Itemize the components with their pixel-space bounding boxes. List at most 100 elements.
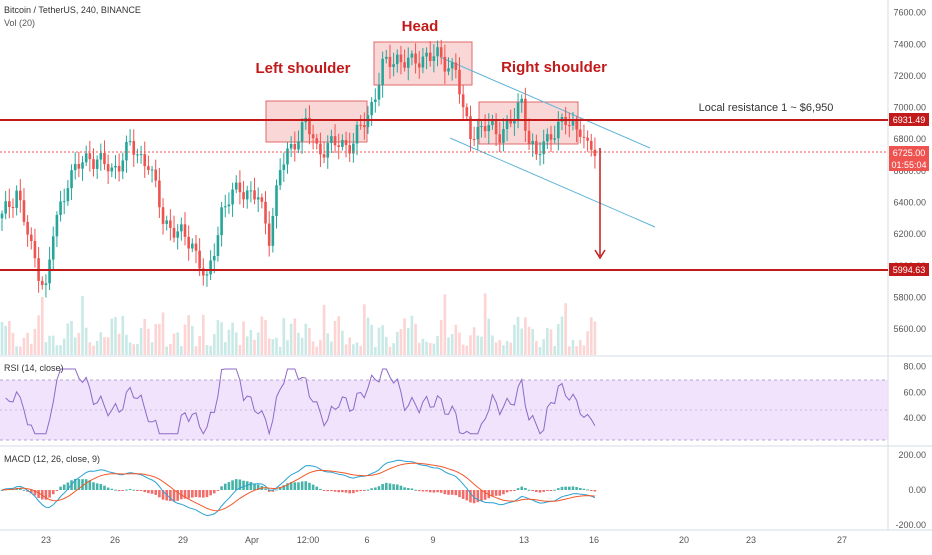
candle <box>527 118 531 151</box>
volume-bar <box>176 332 179 355</box>
candle <box>220 201 223 247</box>
macd-hist-bar <box>498 490 502 496</box>
macd-hist-bar <box>494 490 498 496</box>
volume-bar <box>469 335 472 355</box>
volume-bar <box>392 343 395 355</box>
candle <box>308 105 311 145</box>
volume-bar <box>487 318 491 355</box>
volume-bar <box>319 339 322 355</box>
time-axis[interactable]: 23 26 29 Apr 12:00 6 9 13 16 20 23 27 <box>41 535 847 545</box>
volume-bar <box>553 346 556 355</box>
macd-hist-bar <box>454 490 458 496</box>
candle <box>106 154 110 185</box>
macd-pane[interactable]: MACD (12, 26, close, 9) 200.00 0.00 -200.0… <box>0 450 926 530</box>
macd-hist-bar <box>557 488 560 490</box>
candle <box>311 124 315 150</box>
macd-tick-label: -200.00 <box>895 520 926 530</box>
candle <box>578 118 582 144</box>
macd-hist-bar <box>582 488 586 490</box>
volume-bar <box>202 314 205 355</box>
volume-bar <box>516 316 520 355</box>
rsi-line <box>5 368 596 436</box>
volume-bar <box>245 336 249 355</box>
macd-hist-bar <box>289 482 293 490</box>
macd-hist-bar <box>275 489 278 491</box>
volume-bar <box>15 346 18 355</box>
candle <box>103 140 106 170</box>
macd-hist-bar <box>436 490 439 493</box>
macd-hist-bar <box>99 484 103 490</box>
volume-bar <box>359 345 362 355</box>
macd-hist-bar <box>392 484 395 490</box>
candle <box>19 179 22 213</box>
candle <box>461 84 465 119</box>
macd-hist-bar <box>147 490 150 494</box>
candle <box>549 125 553 153</box>
resistance-price-tag: 6931.49 <box>889 113 929 126</box>
macd-hist-bar <box>216 490 220 491</box>
candlesticks <box>0 39 597 298</box>
macd-hist-bar <box>114 489 117 491</box>
volume-bar <box>234 332 238 355</box>
macd-hist-bar <box>571 486 575 490</box>
channel-upper-line <box>439 56 651 149</box>
volume-bar <box>4 325 7 355</box>
candle <box>66 179 70 206</box>
macd-hist-bar <box>194 490 198 498</box>
volume-bar <box>286 340 289 355</box>
volume-label: Vol (20) <box>4 18 35 28</box>
macd-hist-bar <box>542 490 545 492</box>
macd-hist-bar <box>51 490 55 495</box>
candle <box>11 198 15 218</box>
macd-hist-bar <box>59 486 62 490</box>
svg-text:6725.00: 6725.00 <box>893 148 926 158</box>
candle <box>139 145 143 164</box>
candle <box>406 47 410 81</box>
volume-bar <box>472 327 476 355</box>
candle <box>245 185 249 209</box>
macd-hist-bar <box>205 490 209 498</box>
volume-bar <box>363 304 366 355</box>
descending-channel <box>439 56 656 228</box>
volume-bar <box>70 320 73 355</box>
candle <box>289 136 293 158</box>
candle <box>271 207 275 253</box>
candle <box>249 181 253 203</box>
macd-hist-bar <box>136 490 139 491</box>
volume-bar <box>51 335 55 355</box>
macd-hist-bar <box>417 490 421 492</box>
volume-bar <box>271 339 275 355</box>
candle <box>454 53 458 79</box>
volume-bar <box>223 342 227 355</box>
macd-hist-bar <box>344 490 348 493</box>
volume-bar <box>425 341 428 355</box>
volume-bar <box>502 345 505 355</box>
macd-hist-bar <box>461 490 465 499</box>
candle <box>330 129 333 154</box>
macd-hist-bar <box>169 490 172 502</box>
volume-bar <box>84 327 88 355</box>
candle <box>282 152 286 182</box>
rsi-pane[interactable]: RSI (14, close) 80.00 60.00 40.00 <box>0 361 926 441</box>
volume-bar <box>308 328 311 355</box>
macd-hist-bar <box>388 483 392 490</box>
volume-bar <box>37 315 40 355</box>
candle <box>377 72 381 107</box>
candle <box>88 140 92 172</box>
candle <box>286 142 289 174</box>
volume-bar <box>527 326 531 355</box>
candle <box>216 226 220 262</box>
macd-hist-bar <box>106 487 110 490</box>
macd-hist-bar <box>48 490 51 498</box>
macd-hist-bar <box>546 490 549 491</box>
macd-hist-bar <box>44 490 48 500</box>
candle <box>128 129 132 146</box>
volume-bar <box>249 330 253 355</box>
candle <box>469 105 472 152</box>
macd-hist-bar <box>553 489 556 491</box>
volume-bar <box>29 343 33 355</box>
macd-hist-bar <box>62 484 66 490</box>
volume-bar <box>282 318 286 355</box>
